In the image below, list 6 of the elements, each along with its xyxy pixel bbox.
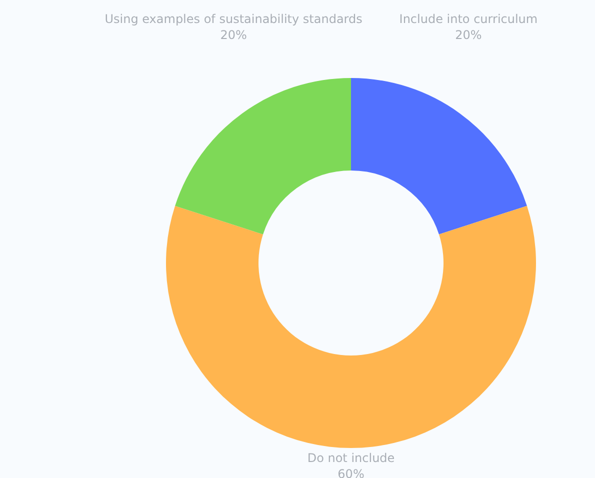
slice-label: Using examples of sustainability standards <box>104 12 362 26</box>
data-label: 60% <box>338 467 364 478</box>
slice-label: Include into curriculum <box>399 12 538 26</box>
data-label: 20% <box>220 28 247 42</box>
data-label: 20% <box>455 28 482 42</box>
slice-label: Do not include <box>307 451 395 465</box>
